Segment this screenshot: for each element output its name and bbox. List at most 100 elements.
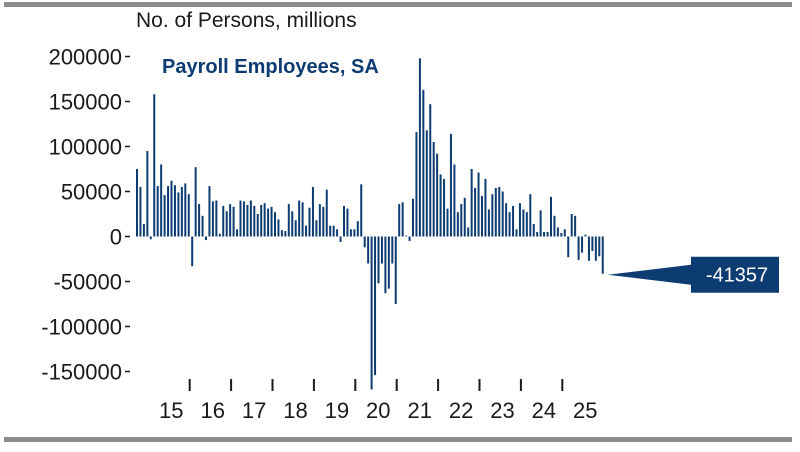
x-tick-label: 19 (325, 398, 349, 423)
bar (318, 204, 321, 237)
bar (418, 58, 421, 237)
bar (391, 236, 394, 264)
bar (470, 169, 473, 237)
bar (167, 186, 170, 237)
bar (322, 206, 325, 237)
bar (522, 209, 525, 237)
bar (208, 186, 211, 237)
bar (591, 236, 594, 251)
bar (377, 236, 380, 284)
bar (598, 236, 601, 257)
bar (512, 205, 515, 237)
y-tick-label: -50000 (53, 270, 122, 295)
callout-value: -41357 (706, 265, 768, 287)
y-tick-label: 0 (110, 225, 122, 250)
bar (222, 205, 225, 237)
bar (267, 208, 270, 237)
bar (456, 212, 459, 237)
y-tick-label: 50000 (61, 180, 122, 205)
bar (443, 178, 446, 237)
y-tick-label: -100000 (41, 315, 122, 340)
bar (536, 232, 539, 237)
bar (543, 232, 546, 237)
bar (139, 187, 142, 237)
top-rule (4, 2, 792, 7)
bar (170, 180, 173, 237)
x-tick-label: 15 (159, 398, 183, 423)
bar (460, 204, 463, 237)
bar (356, 221, 359, 237)
bar (539, 210, 542, 237)
bar (432, 142, 435, 237)
bar (274, 212, 276, 237)
bar (577, 236, 580, 260)
last-value-callout: -41357 (607, 256, 779, 293)
bar (412, 198, 414, 237)
bar (194, 167, 197, 237)
bar (481, 196, 483, 237)
bar (308, 207, 311, 237)
bar (401, 202, 404, 237)
bar (343, 205, 345, 237)
bar (560, 232, 563, 237)
y-tick-label: 200000 (49, 45, 122, 70)
bar (215, 200, 218, 237)
bar (280, 230, 283, 237)
x-tick-label: 25 (573, 398, 597, 423)
bar (142, 223, 145, 237)
bar (398, 204, 401, 237)
bar (360, 184, 363, 237)
chart-title: Payroll Employees, SA (162, 56, 379, 78)
bar (529, 194, 532, 237)
x-tick-label: 17 (242, 398, 266, 423)
bar (370, 236, 373, 390)
bar (363, 236, 366, 248)
bar (474, 187, 477, 237)
bar (160, 164, 163, 237)
bar (315, 220, 318, 237)
bar (518, 203, 521, 237)
bar (484, 178, 487, 237)
bar (408, 236, 411, 241)
bar (229, 204, 232, 237)
bar (332, 225, 335, 237)
bar (415, 132, 418, 237)
bar (429, 104, 432, 237)
bar (205, 236, 207, 241)
bar (177, 192, 180, 237)
bar (487, 209, 490, 237)
bar (198, 204, 201, 237)
bar (263, 203, 266, 237)
bar (277, 219, 280, 237)
bar (567, 236, 570, 258)
bar (574, 215, 577, 237)
bar (287, 204, 290, 237)
y-tick-label: 100000 (49, 135, 122, 160)
bar (505, 203, 508, 237)
bar (494, 187, 497, 237)
bar (587, 236, 590, 261)
y-axis: 200000 150000 100000 50000 0 -50000 -100000 -15… (41, 45, 130, 385)
bar (336, 229, 339, 237)
bar (446, 208, 449, 237)
bar (477, 172, 480, 237)
bar (242, 201, 245, 237)
x-tick-label: 23 (490, 398, 514, 423)
y-axis-unit-label: No. of Persons, millions (136, 9, 357, 32)
x-tick-label: 24 (532, 398, 556, 423)
bar (339, 236, 342, 242)
bar (305, 225, 308, 237)
bar (163, 195, 166, 237)
bar (387, 236, 390, 289)
bar (550, 196, 552, 237)
bar (353, 229, 356, 237)
bar (153, 94, 156, 237)
bar (374, 236, 377, 376)
bar (173, 185, 176, 237)
bar (436, 153, 439, 237)
x-tick-label: 22 (449, 398, 473, 423)
bar (453, 164, 456, 237)
bar (601, 236, 604, 274)
x-tick-label: 16 (200, 398, 224, 423)
